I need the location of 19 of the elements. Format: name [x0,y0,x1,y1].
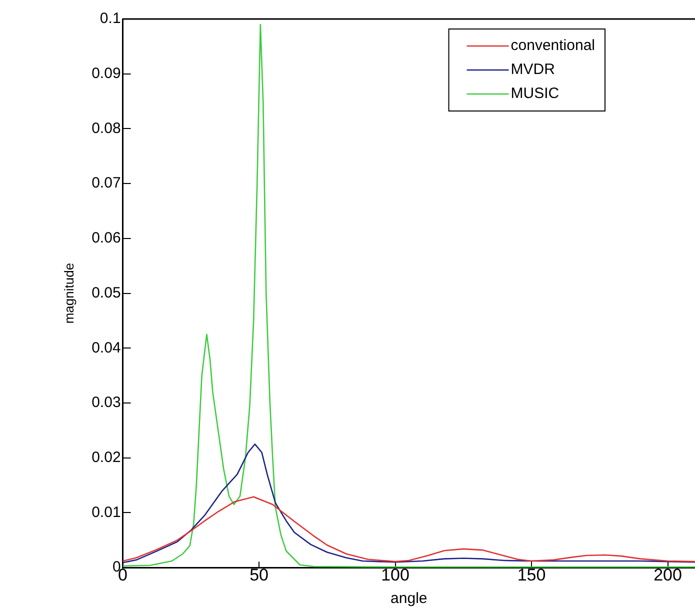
y-tick-label: 0.09 [92,65,121,82]
y-tick-label: 0.07 [92,174,121,192]
y-tick-label: 0.06 [92,230,121,247]
legend-label: MVDR [510,61,556,78]
y-axis-title: magnitude [61,262,76,324]
y-tick-label: 0.03 [92,394,121,412]
y-tick-label: 0.02 [92,449,121,466]
x-tick-label: 50 [250,565,268,584]
legend-label: conventional [510,37,596,54]
y-tick-label: 0.04 [92,339,121,356]
x-tick-label: 150 [517,565,546,584]
y-tick-label: 0.08 [92,120,121,137]
y-tick-label: 0.1 [100,10,121,28]
y-tick-label: 0.05 [92,284,121,302]
x-tick-label: 100 [381,565,410,584]
x-tick-label: 200 [654,565,682,584]
y-tick-label: 0.01 [92,504,121,521]
x-axis-title: angle [390,590,428,608]
legend-label: MUSIC [510,85,560,102]
